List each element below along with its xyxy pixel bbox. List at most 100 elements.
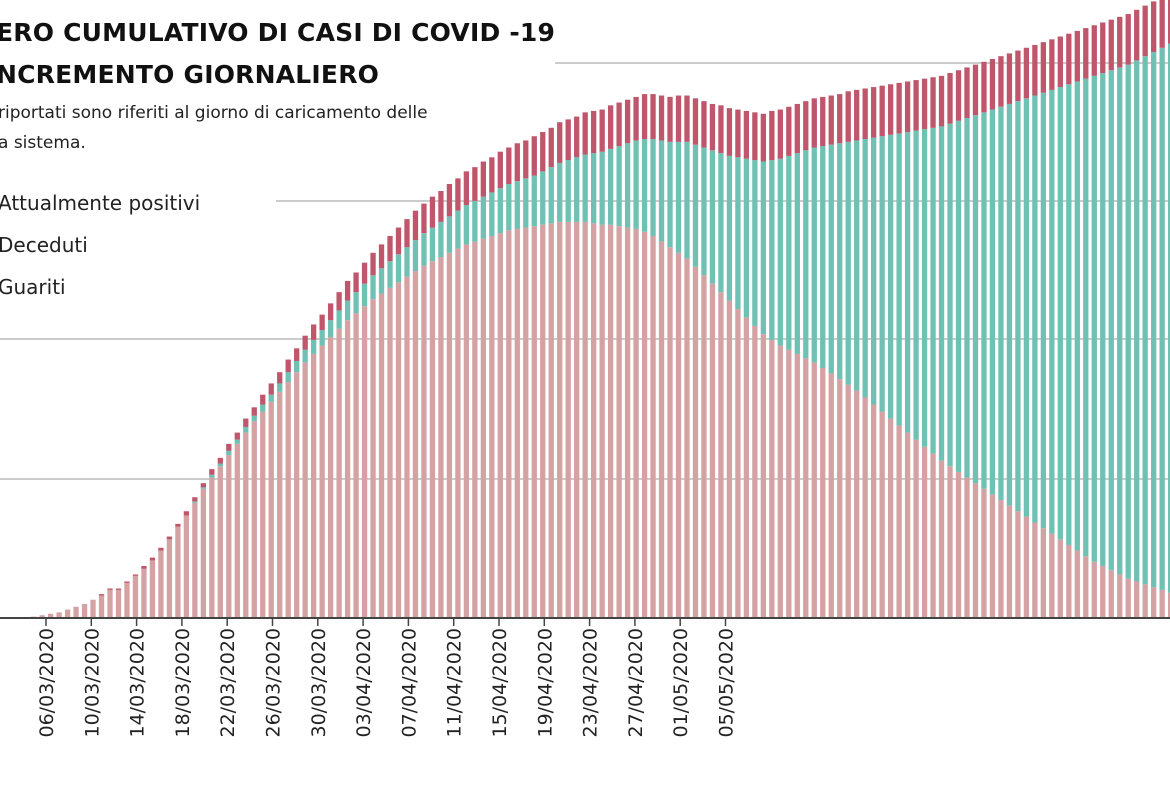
bar-segment-recovered	[209, 474, 215, 478]
bar-segment-recovered	[641, 139, 648, 232]
bar-segment-recovered	[260, 404, 266, 412]
bar-segment-recovered	[489, 192, 495, 236]
bar-segment-deceased	[726, 108, 733, 156]
bar-segment-positive	[913, 439, 919, 618]
bar-segment-recovered	[243, 426, 249, 433]
bar-segment-deceased	[769, 110, 775, 161]
bar-segment-deceased	[1167, 0, 1170, 44]
bar-segment-deceased	[1100, 22, 1106, 74]
bar-segment-deceased	[1083, 28, 1089, 79]
bar-segment-deceased	[285, 359, 291, 373]
bar-segment-positive	[107, 589, 113, 618]
bar-segment-positive	[548, 223, 554, 618]
bar-segment-positive	[1151, 587, 1157, 618]
bar-segment-positive	[887, 418, 894, 618]
bar-segment-deceased	[1049, 39, 1055, 90]
bar-segment-deceased	[803, 101, 809, 151]
bar-segment-recovered	[896, 133, 902, 426]
bar-segment-positive	[574, 221, 580, 619]
bar-segment-positive	[540, 224, 546, 619]
bar-segment-recovered	[1032, 95, 1038, 523]
bar-segment-recovered	[658, 140, 665, 242]
bar-segment-positive	[692, 266, 699, 618]
bar-segment-positive	[64, 609, 71, 618]
bar-segment-recovered	[794, 153, 800, 354]
bar-segment-recovered	[1142, 56, 1148, 585]
bar-segment-recovered	[1074, 81, 1080, 551]
bar-segment-deceased	[574, 116, 580, 158]
bar-segment-recovered	[565, 160, 571, 222]
bar-segment-positive	[361, 306, 368, 618]
bar-segment-positive	[311, 353, 317, 618]
bar-segment-positive	[930, 453, 936, 618]
bar-segment-deceased	[616, 102, 622, 147]
bar-segment-recovered	[285, 372, 291, 383]
x-tick-label: 15/04/2020	[489, 628, 511, 738]
bar-segment-positive	[862, 397, 868, 618]
x-tick-label: 06/03/2020	[36, 628, 58, 738]
bar-segment-positive	[344, 320, 351, 618]
bar-segment-deceased	[523, 140, 529, 179]
bar-segment-recovered	[234, 439, 240, 444]
bar-segment-deceased	[1006, 53, 1013, 104]
bar-segment-positive	[871, 404, 877, 618]
bar-segment-recovered	[854, 140, 860, 391]
bar-segment-recovered	[395, 254, 402, 283]
bar-segment-positive	[183, 515, 190, 618]
x-tick-label: 11/04/2020	[444, 628, 466, 738]
bar-segment-positive	[429, 261, 436, 618]
bar-segment-deceased	[107, 588, 113, 590]
x-tick-label: 10/03/2020	[81, 628, 103, 738]
bar-segment-positive	[1142, 584, 1148, 618]
bar-segment-recovered	[921, 129, 928, 447]
bar-segment-recovered	[1066, 84, 1072, 545]
bar-segment-positive	[243, 432, 249, 618]
bar-segment-positive	[938, 460, 945, 618]
bar-segment-deceased	[548, 127, 554, 168]
bars	[31, 0, 1170, 619]
bar-segment-recovered	[887, 134, 894, 419]
bar-segment-recovered	[472, 200, 478, 242]
bar-segment-recovered	[438, 221, 444, 258]
bar-segment-positive	[489, 235, 495, 618]
bar-segment-positive	[370, 299, 376, 618]
bar-segment-recovered	[268, 394, 274, 402]
bar-segment-recovered	[743, 158, 750, 318]
bar-segment-positive	[260, 411, 266, 618]
bar-segment-positive	[777, 345, 783, 618]
bar-segment-positive	[675, 252, 682, 618]
bar-segment-recovered	[548, 167, 554, 224]
bar-segment-deceased	[1151, 1, 1157, 52]
bar-segment-positive	[268, 401, 274, 618]
bar-segment-deceased	[268, 383, 274, 395]
bar-segment-positive	[1074, 550, 1080, 618]
bar-segment-deceased	[692, 98, 699, 145]
bar-segment-positive	[217, 466, 223, 618]
bar-segment-deceased	[599, 109, 605, 152]
bar-segment-positive	[1057, 539, 1063, 618]
bar-segment-positive	[955, 471, 962, 618]
bar-segment-deceased	[1134, 9, 1140, 61]
bar-segment-recovered	[370, 275, 376, 300]
bar-segment-positive	[820, 367, 826, 618]
bar-segment-deceased	[251, 407, 257, 416]
bar-segment-positive	[395, 282, 402, 618]
bar-segment-recovered	[667, 141, 673, 248]
bar-segment-deceased	[1108, 19, 1114, 71]
bar-segment-positive	[463, 244, 470, 618]
bar-segment-recovered	[871, 137, 877, 405]
bar-segment-recovered	[726, 155, 733, 301]
bar-segment-deceased	[786, 106, 792, 156]
bar-segment-deceased	[370, 252, 376, 276]
chart-subtitle-line-2: a sistema.	[0, 133, 86, 153]
bar-segment-deceased	[938, 75, 945, 127]
x-tick-label: 30/03/2020	[308, 628, 330, 738]
bar-segment-positive	[921, 446, 928, 618]
bar-segment-deceased	[1023, 47, 1030, 99]
bar-segment-recovered	[684, 141, 690, 259]
bar-segment-positive	[735, 309, 741, 618]
bar-segment-positive	[39, 615, 45, 618]
bar-segment-positive	[786, 349, 792, 618]
bar-segment-positive	[472, 241, 478, 618]
bar-segment-positive	[947, 466, 953, 618]
